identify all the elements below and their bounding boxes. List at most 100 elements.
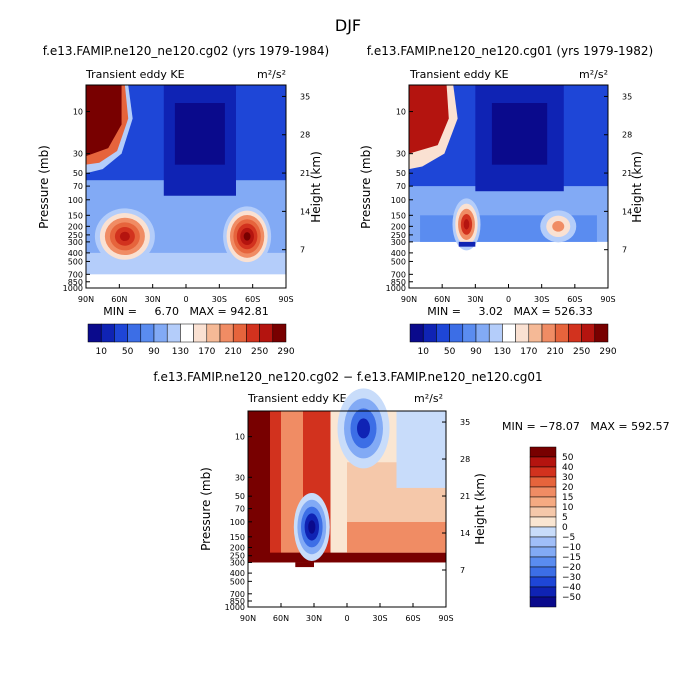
colorbar-label: 250	[573, 347, 590, 357]
height-tick-label: 28	[622, 131, 632, 140]
x-tick-label: 90S	[438, 614, 453, 623]
y-tick-label: 700	[391, 270, 406, 279]
contour-band	[409, 85, 449, 154]
x-tick-label: 60S	[567, 295, 582, 304]
colorbar-swatch	[529, 546, 557, 558]
colorbar-label: −50	[562, 593, 581, 603]
y-tick-label: 70	[396, 182, 406, 191]
colorbar: 10 50 90 130 170 210 250 290	[87, 323, 295, 357]
colorbar-label: 290	[277, 347, 294, 357]
units-label: m²/s²	[579, 68, 608, 81]
colorbar-swatch	[127, 323, 142, 343]
jet-maximum	[119, 231, 130, 242]
field-label: Transient eddy KE	[85, 68, 185, 81]
colorbar-swatch	[529, 526, 557, 538]
x-tick-label: 0	[506, 295, 511, 304]
x-tick-label: 60N	[434, 295, 450, 304]
y-axis-label: Pressure (mb)	[37, 145, 51, 229]
colorbar-label: 170	[520, 347, 537, 357]
y-tick-label: 100	[391, 196, 406, 205]
colorbar-swatch	[140, 323, 155, 343]
colorbar-swatch	[515, 323, 530, 343]
contour-band	[248, 411, 270, 563]
field-label: Transient eddy KE	[409, 68, 509, 81]
height-tick-label: 35	[460, 418, 470, 427]
colorbar-swatch	[529, 476, 557, 488]
colorbar-swatch	[166, 323, 181, 343]
colorbar-swatch	[568, 323, 582, 343]
contour-band	[458, 241, 476, 247]
height-tick-label: 28	[460, 455, 470, 464]
y-tick-label: 70	[73, 182, 83, 191]
colorbar-label: −20	[562, 563, 581, 573]
x-tick-label: 30S	[372, 614, 387, 623]
y-tick-label: 850	[391, 278, 406, 287]
x-tick-label: 60N	[273, 614, 289, 623]
contour-band	[248, 552, 446, 563]
colorbar-swatch	[422, 323, 437, 343]
y-tick-label: 850	[230, 597, 245, 606]
colorbar-swatch	[153, 323, 168, 343]
colorbar-swatch	[502, 323, 516, 343]
colorbar-label: −30	[562, 573, 581, 583]
y-tick-label: 150	[68, 211, 83, 220]
y-axis-label: Pressure (mb)	[359, 145, 373, 229]
colorbar-swatch	[529, 536, 557, 548]
height-tick-label: 21	[300, 169, 310, 178]
y-tick-label: 250	[68, 231, 83, 240]
colorbar-label: 90	[470, 347, 482, 357]
colorbar-swatch	[87, 323, 102, 343]
colorbar-label: −5	[562, 533, 575, 543]
colorbar-label: 50	[562, 453, 574, 463]
colorbar-swatch	[529, 506, 557, 518]
y-axis-label: Pressure (mb)	[199, 467, 213, 551]
colorbar-label: 30	[562, 473, 574, 483]
colorbar-swatch	[114, 323, 128, 343]
colorbar-swatch	[529, 566, 557, 578]
contour-band	[86, 85, 122, 157]
colorbar-swatch	[541, 323, 556, 343]
colorbar-swatch	[436, 323, 450, 343]
colorbar-swatch	[272, 323, 287, 343]
colorbar-swatch	[529, 576, 557, 588]
y-tick-label: 100	[68, 196, 83, 205]
colorbar-swatch	[488, 323, 503, 343]
height-tick-label: 21	[622, 169, 632, 178]
colorbar-label: 170	[198, 347, 215, 357]
x-tick-label: 90S	[278, 295, 293, 304]
y-tick-label: 250	[230, 552, 245, 561]
y-tick-label: 700	[230, 590, 245, 599]
contour-band	[396, 411, 446, 488]
contour-fill	[86, 85, 286, 288]
colorbar-swatch	[529, 446, 557, 458]
height-tick-label: 14	[622, 207, 632, 216]
x-tick-label: 90N	[401, 295, 417, 304]
stats-text: MIN = −78.07 MAX = 592.57	[502, 420, 670, 433]
colorbar-label: 130	[172, 347, 189, 357]
height-tick-label: 28	[300, 131, 310, 140]
panel-title: f.e13.FAMIP.ne120_ne120.cg01 (yrs 1979-1…	[367, 44, 654, 58]
colorbar-label: 50	[122, 347, 134, 357]
y-tick-label: 200	[391, 222, 406, 231]
height-tick-label: 14	[300, 207, 310, 216]
colorbar-swatch	[259, 323, 274, 343]
y-tick-label: 1000	[225, 603, 245, 612]
y-tick-label: 850	[68, 278, 83, 287]
x-tick-label: 0	[183, 295, 188, 304]
colorbar-label: −40	[562, 583, 581, 593]
panel-difference: f.e13.FAMIP.ne120_ne120.cg02 − f.e13.FAM…	[153, 370, 669, 623]
colorbar-label: 10	[95, 347, 107, 357]
negative-anomaly	[308, 520, 316, 534]
colorbar-label: 290	[599, 347, 616, 357]
colorbar-label: 130	[494, 347, 511, 357]
x-tick-label: 0	[344, 614, 349, 623]
x-tick-label: 30S	[212, 295, 227, 304]
y-tick-label: 250	[391, 231, 406, 240]
panel-top-right: f.e13.FAMIP.ne120_ne120.cg01 (yrs 1979-1…	[359, 44, 653, 357]
height-tick-label: 21	[460, 492, 470, 501]
units-label: m²/s²	[257, 68, 286, 81]
y-tick-label: 30	[73, 150, 83, 159]
y-tick-label: 300	[391, 238, 406, 247]
plot-area: 1030507010015020025030040050070085010003…	[63, 84, 310, 304]
y-tick-label: 30	[396, 150, 406, 159]
